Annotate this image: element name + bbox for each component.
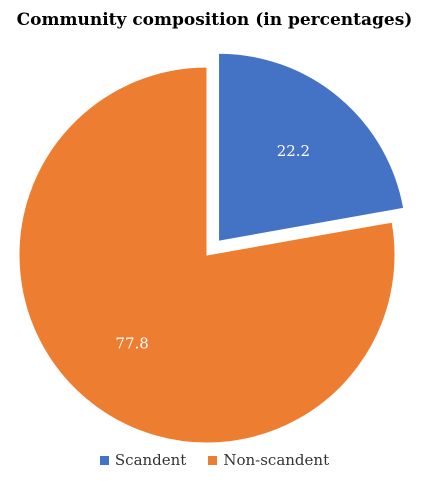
- legend-label-non-scandent: Non-scandent: [223, 451, 330, 469]
- legend-swatch-non-scandent: [208, 455, 218, 465]
- pie-slice-scandent: [218, 52, 405, 242]
- data-label-non-scandent: 77.8: [115, 334, 148, 352]
- legend: Scandent Non-scandent: [0, 451, 429, 469]
- legend-item-scandent: Scandent: [99, 451, 187, 469]
- chart-title: Community composition (in percentages): [16, 10, 413, 30]
- pie-slice-non-scandent: [18, 66, 396, 444]
- data-label-scandent: 22.2: [277, 142, 310, 160]
- legend-item-non-scandent: Non-scandent: [208, 451, 329, 469]
- legend-swatch-scandent: [99, 455, 109, 465]
- legend-label-scandent: Scandent: [114, 451, 187, 469]
